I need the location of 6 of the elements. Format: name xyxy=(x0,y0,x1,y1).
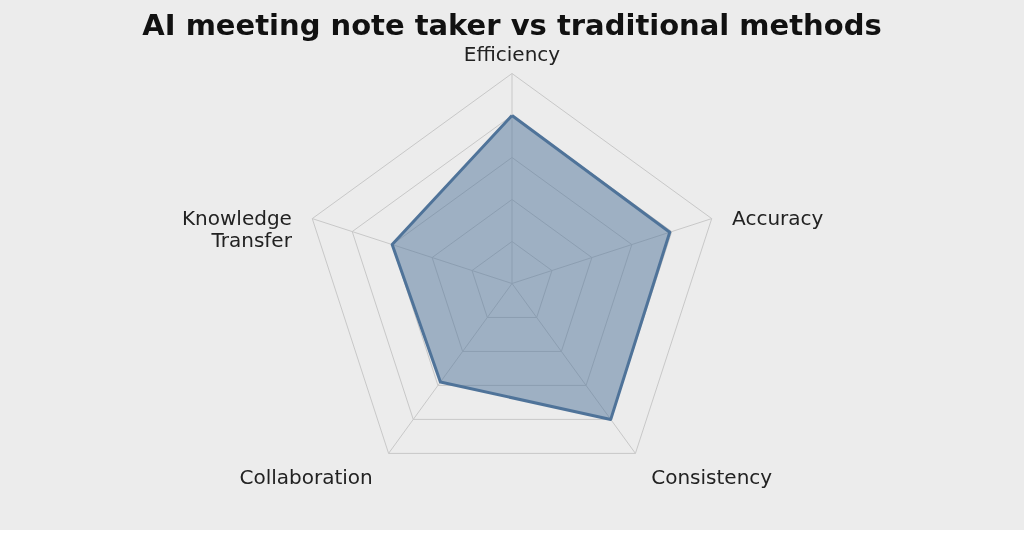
spoke-label: Efficiency xyxy=(463,42,561,67)
spoke-label: Accuracy xyxy=(732,205,824,230)
spoke-label: Collaboration xyxy=(239,464,373,489)
spoke-label: Consistency xyxy=(651,464,773,489)
spoke-label: Knowledge Transfer xyxy=(181,205,293,252)
chart-title: AI meeting note taker vs traditional methods xyxy=(142,8,882,42)
